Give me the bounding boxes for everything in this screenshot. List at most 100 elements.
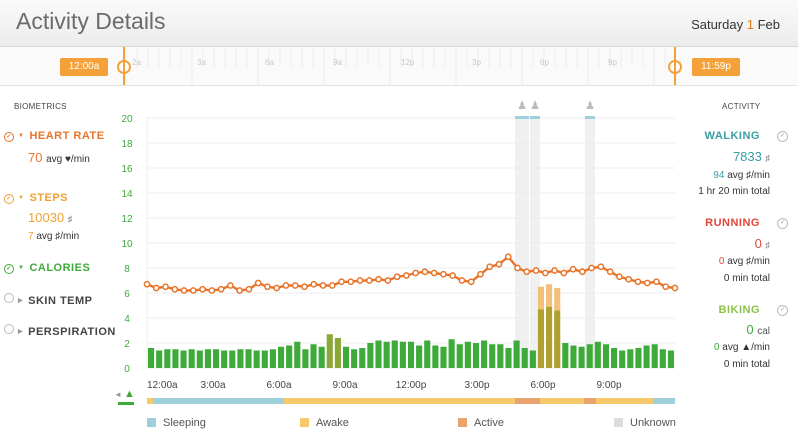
line-point bbox=[143, 280, 151, 288]
walking-check-icon[interactable]: ✓ bbox=[777, 131, 788, 142]
heart-rate-unit: avg ♥/min bbox=[46, 154, 90, 165]
running-check-icon[interactable]: ✓ bbox=[777, 218, 788, 229]
ruler-tick-label: 6a bbox=[265, 58, 274, 67]
running-value: 0 bbox=[754, 236, 762, 251]
y-tick-label: 12 bbox=[121, 214, 133, 225]
bar bbox=[619, 350, 626, 368]
skin-temp-toggle[interactable]: ▶ SKIN TEMP bbox=[4, 293, 93, 307]
end-time-pill[interactable]: 11:59p bbox=[692, 58, 740, 76]
calories-toggle[interactable]: ✓ ▼ CALORIES bbox=[4, 262, 90, 274]
line-point bbox=[634, 278, 642, 286]
start-line bbox=[123, 47, 125, 85]
x-tick-label: 3:00p bbox=[464, 380, 489, 391]
y-tick-label: 10 bbox=[121, 239, 133, 250]
walking-figure-icon: ♟ bbox=[585, 100, 595, 112]
line-point bbox=[347, 278, 355, 286]
line-point bbox=[495, 260, 503, 268]
walking-figure-icon: ♟ bbox=[517, 100, 527, 112]
legend-label: Awake bbox=[316, 417, 349, 429]
bar bbox=[375, 340, 382, 368]
timeline-segment bbox=[147, 398, 153, 404]
line-point bbox=[319, 282, 327, 289]
line-point bbox=[403, 272, 410, 279]
caret-icon: ▶ bbox=[18, 329, 24, 335]
footprint-icon: ♯ bbox=[765, 240, 771, 250]
line-point bbox=[477, 270, 484, 278]
line-point bbox=[180, 287, 188, 294]
date-label: Saturday 1 Feb bbox=[691, 17, 780, 32]
bar bbox=[586, 344, 593, 368]
calories-label: CALORIES bbox=[29, 262, 91, 274]
legend-swatch bbox=[147, 418, 156, 427]
running-avg: 0 bbox=[718, 256, 725, 267]
bar bbox=[611, 348, 618, 368]
line-point bbox=[643, 279, 651, 287]
bar bbox=[359, 348, 366, 368]
line-point bbox=[227, 282, 234, 289]
bar bbox=[318, 346, 325, 368]
line-point bbox=[384, 277, 392, 284]
bar bbox=[221, 350, 228, 368]
walking-highlight bbox=[530, 118, 540, 368]
bar bbox=[448, 339, 455, 368]
biometrics-title: BIOMETRICS bbox=[14, 102, 67, 111]
biking-avg-unit: avg ▲/min bbox=[722, 342, 770, 353]
ruler-tick-label: 2a bbox=[132, 58, 141, 67]
ruler-tick-label: 9p bbox=[608, 58, 617, 67]
heart-rate-label: HEART RATE bbox=[29, 130, 105, 142]
heart-rate-value-row: 70 avg ♥/min bbox=[28, 150, 90, 165]
line-point bbox=[532, 267, 540, 274]
heart-rate-toggle[interactable]: ✓ ▼ HEART RATE bbox=[4, 130, 105, 142]
bar bbox=[172, 349, 179, 368]
legend-swatch bbox=[614, 418, 623, 427]
timeline-segment bbox=[284, 398, 352, 404]
line-point bbox=[541, 269, 549, 277]
time-range-bar[interactable]: 12:00a 11:59p bbox=[0, 47, 798, 86]
walking-total: 1 hr 20 min total bbox=[698, 186, 770, 197]
day-number: 1 bbox=[746, 17, 754, 32]
line-point bbox=[245, 285, 253, 293]
caret-icon: ▼ bbox=[18, 133, 25, 139]
perspiration-toggle[interactable]: ▶ PERSPIRATION bbox=[4, 324, 116, 338]
y-tick-label: 16 bbox=[121, 164, 133, 175]
running-label[interactable]: RUNNING bbox=[705, 217, 760, 229]
timeline-segment bbox=[147, 398, 284, 404]
line-point bbox=[486, 263, 494, 271]
page-title: Activity Details bbox=[16, 8, 166, 34]
line-point bbox=[152, 284, 160, 292]
line-point bbox=[375, 275, 382, 283]
steps-toggle[interactable]: ✓ ▼ STEPS bbox=[4, 192, 68, 204]
caret-icon: ▼ bbox=[18, 265, 25, 271]
bar bbox=[229, 350, 236, 368]
left-arrow-icon: ◄ bbox=[114, 390, 122, 399]
legend-awake: Awake bbox=[300, 417, 349, 429]
bar-cap bbox=[537, 286, 545, 310]
line-point bbox=[430, 269, 438, 277]
biking-label[interactable]: BIKING bbox=[718, 304, 760, 316]
running-value-row: 0 ♯ bbox=[755, 236, 770, 251]
bar bbox=[180, 350, 187, 368]
running-total: 0 min total bbox=[723, 273, 770, 284]
bar bbox=[602, 344, 610, 368]
bar bbox=[164, 349, 171, 368]
line-point bbox=[514, 264, 521, 272]
biking-check-icon[interactable]: ✓ bbox=[777, 305, 788, 316]
line-point bbox=[449, 272, 457, 279]
legend-swatch bbox=[458, 418, 467, 427]
ruler-tick-label: 9a bbox=[333, 58, 342, 67]
bar bbox=[659, 349, 666, 368]
end-line bbox=[674, 47, 676, 85]
perspiration-label: PERSPIRATION bbox=[28, 326, 116, 338]
timeline-segment bbox=[596, 398, 653, 404]
check-icon: ✓ bbox=[4, 132, 14, 142]
legend-swatch bbox=[300, 418, 309, 427]
legend-label: Unknown bbox=[630, 417, 676, 429]
start-time-pill[interactable]: 12:00a bbox=[60, 58, 108, 76]
line-point bbox=[301, 283, 308, 291]
line-point bbox=[254, 279, 262, 287]
steps-avg-row: 7 avg ♯/min bbox=[28, 231, 79, 242]
bar bbox=[521, 348, 528, 368]
bar bbox=[578, 346, 585, 368]
walking-label[interactable]: WALKING bbox=[704, 130, 760, 142]
line-point bbox=[393, 273, 401, 281]
